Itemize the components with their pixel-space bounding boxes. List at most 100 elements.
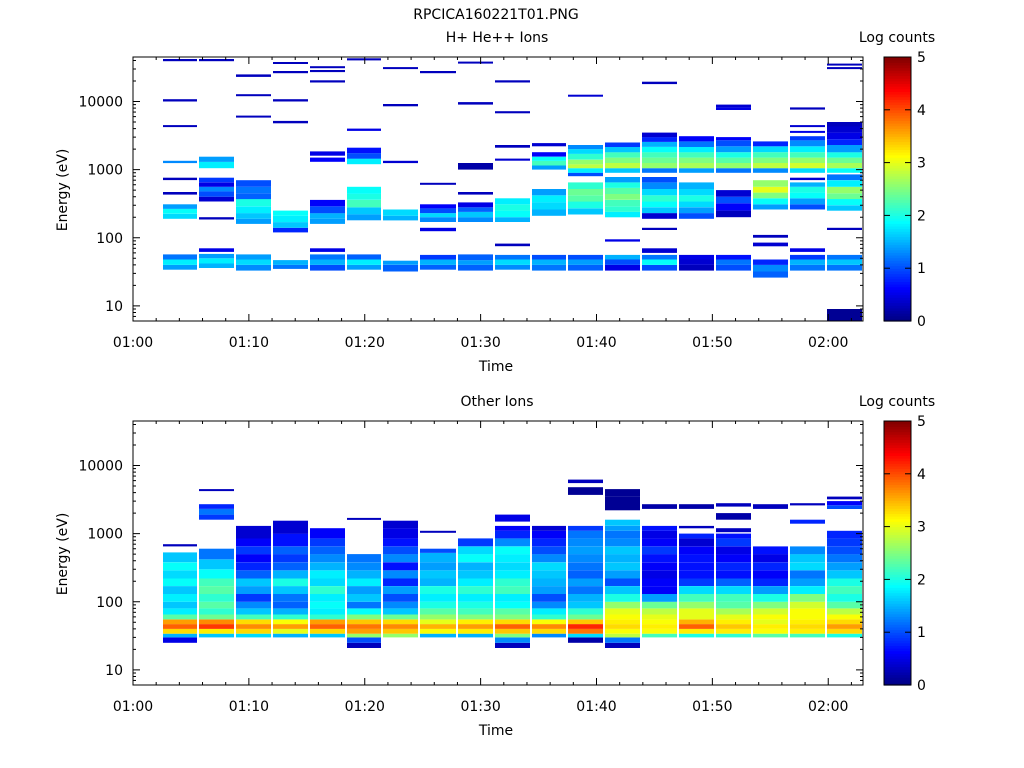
heatmap-cell bbox=[310, 206, 345, 214]
heatmap-cell bbox=[605, 168, 640, 173]
heatmap-cell bbox=[236, 218, 271, 224]
colorbar-segment bbox=[884, 608, 911, 612]
colorbar-segment bbox=[884, 492, 911, 496]
heatmap-cells bbox=[163, 479, 862, 648]
heatmap-cell bbox=[827, 126, 862, 133]
colorbar-segment bbox=[884, 534, 911, 538]
heatmap-cell bbox=[199, 191, 234, 197]
heatmap-cell bbox=[605, 578, 640, 586]
colorbar-segment bbox=[884, 661, 911, 665]
heatmap-cell bbox=[163, 204, 197, 209]
heatmap-cell bbox=[642, 546, 677, 555]
heatmap-cell bbox=[199, 263, 234, 268]
heatmap-cell bbox=[347, 642, 381, 648]
heatmap-cell bbox=[347, 186, 381, 194]
heatmap-cell bbox=[199, 578, 234, 586]
heatmap-cell bbox=[532, 601, 566, 609]
heatmap-cell bbox=[420, 553, 456, 563]
colorbar-tick-label: 5 bbox=[917, 50, 926, 66]
heatmap-cell bbox=[716, 586, 751, 594]
heatmap-cell bbox=[753, 242, 788, 247]
colorbar-segment bbox=[884, 109, 911, 114]
heatmap-cell bbox=[790, 146, 825, 153]
colorbar-segment bbox=[884, 223, 911, 227]
heatmap-cell bbox=[827, 624, 862, 629]
heatmap-cell bbox=[383, 104, 418, 107]
heatmap-cell bbox=[753, 624, 788, 629]
y-tick-label: 1000 bbox=[87, 527, 123, 543]
x-tick-label: 01:00 bbox=[113, 335, 153, 351]
colorbar-segment bbox=[884, 621, 911, 625]
heatmap-cell bbox=[753, 546, 788, 555]
heatmap-cell bbox=[716, 594, 751, 602]
heatmap-cell bbox=[420, 204, 456, 209]
heatmap-cell bbox=[790, 586, 825, 594]
axes: 01:00 01:10 01:20 01:30 01:40 01:50 02:00 10 100… bbox=[78, 421, 863, 715]
heatmap-cell bbox=[642, 152, 677, 158]
colorbar-segment bbox=[884, 86, 911, 90]
heatmap-cell bbox=[827, 309, 862, 321]
heatmap-cell bbox=[458, 578, 493, 586]
heatmap-cell bbox=[383, 619, 418, 625]
heatmap-cell bbox=[679, 201, 714, 208]
heatmap-cell bbox=[495, 624, 530, 629]
colorbar-segment bbox=[884, 173, 911, 177]
heatmap-cell bbox=[827, 264, 862, 271]
x-tick-label: 01:20 bbox=[345, 699, 385, 715]
heatmap-cell bbox=[163, 59, 197, 62]
heatmap-cell bbox=[790, 519, 825, 524]
y-tick-label: 10 bbox=[105, 299, 123, 315]
heatmap-cell bbox=[273, 628, 308, 634]
heatmap-cell bbox=[310, 157, 345, 162]
heatmap-cell bbox=[642, 554, 677, 563]
colorbar-segment bbox=[884, 112, 911, 116]
heatmap-cell bbox=[568, 259, 603, 265]
colorbar-segment bbox=[884, 215, 911, 219]
colorbar-segment bbox=[884, 589, 911, 594]
heatmap-cell bbox=[790, 554, 825, 563]
colorbar-segment bbox=[884, 505, 911, 509]
heatmap-cell bbox=[568, 487, 603, 495]
heatmap-cell bbox=[273, 633, 308, 638]
heatmap-cell bbox=[310, 213, 345, 219]
heatmap-cell bbox=[199, 569, 234, 579]
heatmap-cell bbox=[310, 570, 345, 579]
colorbar-tick-label: 5 bbox=[917, 414, 926, 430]
heatmap-cell bbox=[383, 260, 418, 265]
heatmap-cell bbox=[568, 554, 603, 563]
heatmap-cell bbox=[310, 218, 345, 224]
x-tick-label: 01:20 bbox=[345, 335, 385, 351]
heatmap-cell bbox=[827, 562, 862, 571]
heatmap-cell bbox=[642, 601, 677, 609]
colorbar-segment bbox=[884, 547, 911, 551]
heatmap-cell bbox=[347, 594, 381, 602]
colorbar-segment bbox=[884, 91, 911, 95]
heatmap-cell bbox=[605, 254, 640, 260]
heatmap-cell bbox=[495, 601, 530, 609]
heatmap-cell bbox=[605, 157, 640, 163]
heatmap-cell bbox=[236, 570, 271, 579]
colorbar-segment bbox=[884, 450, 911, 454]
heatmap-cell bbox=[163, 614, 197, 620]
heatmap-cell bbox=[790, 136, 825, 141]
colorbar-segment bbox=[884, 542, 911, 546]
y-axis-label: Energy (eV) bbox=[55, 149, 71, 232]
heatmap-cell bbox=[163, 160, 197, 164]
heatmap-cell bbox=[236, 199, 271, 207]
heatmap-cell bbox=[827, 628, 862, 634]
heatmap-cell bbox=[679, 533, 714, 539]
heatmap-cell bbox=[716, 190, 751, 197]
heatmap-cell bbox=[827, 554, 862, 563]
colorbar-segment bbox=[884, 255, 911, 259]
colorbar-segment bbox=[884, 460, 911, 464]
x-tick-label: 01:10 bbox=[229, 335, 269, 351]
heatmap-cell bbox=[383, 264, 418, 272]
heatmap-cell bbox=[495, 554, 530, 563]
heatmap-cell bbox=[532, 202, 566, 210]
heatmap-cell bbox=[716, 633, 751, 638]
heatmap-cell bbox=[827, 608, 862, 615]
heatmap-cell bbox=[420, 562, 456, 571]
heatmap-cell bbox=[716, 137, 751, 141]
colorbar-segment bbox=[884, 268, 911, 272]
heatmap-cell bbox=[458, 207, 493, 212]
